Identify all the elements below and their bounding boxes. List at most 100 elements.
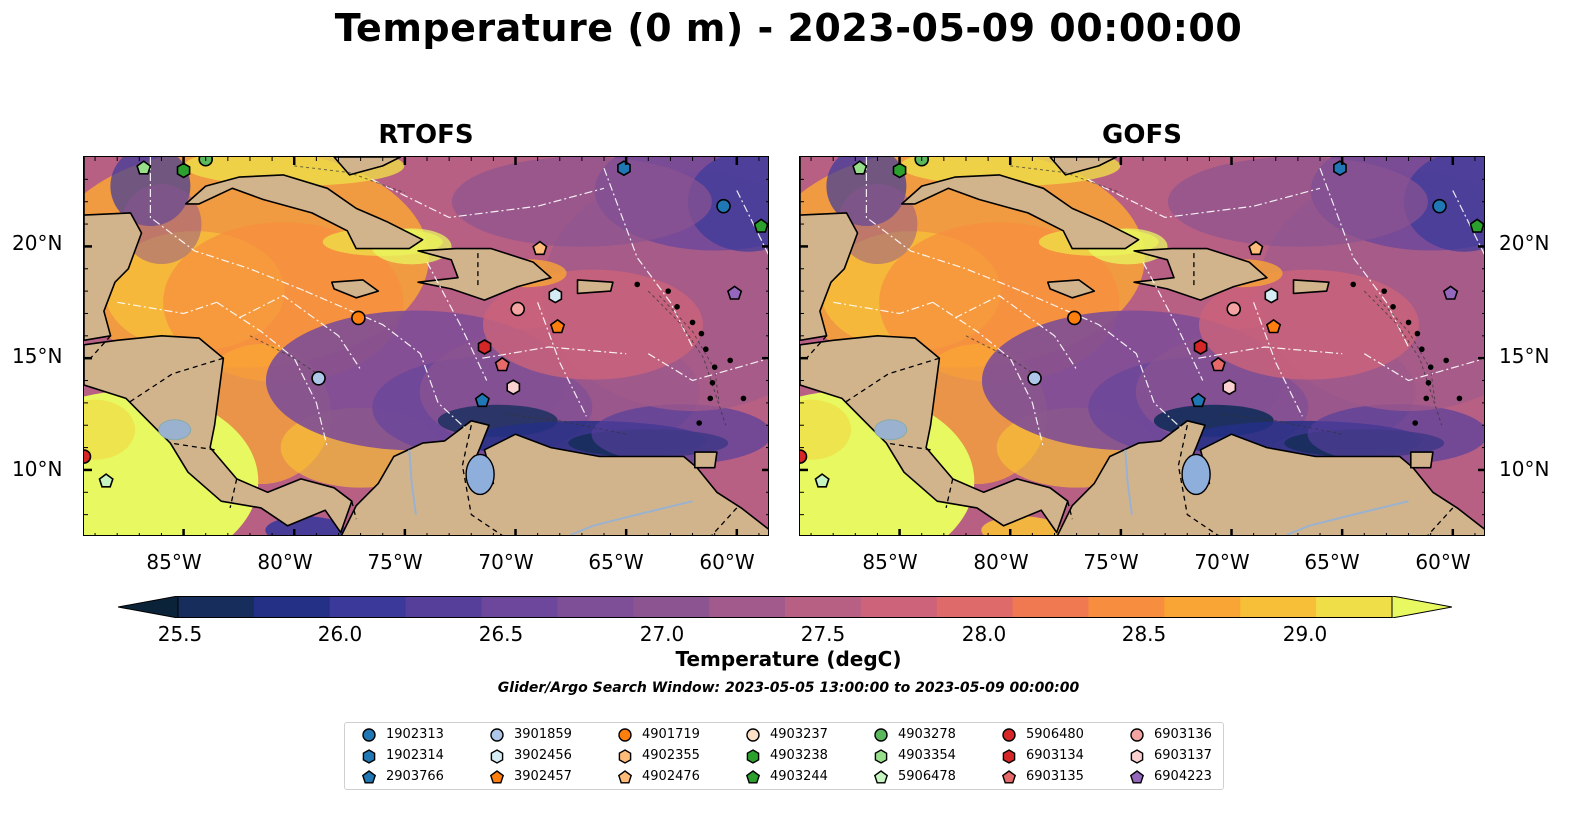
- legend-item: 4902355: [617, 746, 700, 766]
- pentagon-icon: [745, 770, 761, 784]
- land-jamaica: [331, 279, 380, 299]
- pentagon-icon: [873, 770, 889, 784]
- float-marker-4903278[interactable]: [914, 157, 930, 167]
- float-marker-4903238[interactable]: [176, 162, 191, 179]
- float-marker-3901859[interactable]: [311, 370, 326, 386]
- colorbar-outline: [177, 596, 1393, 618]
- eez-line: [371, 178, 605, 219]
- colorbar-tick: 27.5: [800, 622, 846, 646]
- legend-item: 4903354: [873, 746, 956, 766]
- float-marker-4903354[interactable]: [852, 160, 868, 175]
- float-marker-4903244[interactable]: [753, 218, 768, 233]
- float-marker-6904223[interactable]: [726, 285, 743, 300]
- small-island: [727, 357, 733, 364]
- float-marker-5906480[interactable]: [800, 449, 808, 464]
- float-marker-1902314[interactable]: [617, 160, 631, 177]
- colorbar-extend-high: [1391, 595, 1453, 619]
- small-island: [1427, 364, 1434, 370]
- float-marker-3902457[interactable]: [1265, 318, 1282, 334]
- float-marker-5906478[interactable]: [814, 473, 830, 488]
- float-marker-5906480[interactable]: [84, 449, 92, 464]
- float-marker-4901719[interactable]: [351, 310, 366, 326]
- float-marker-3902457[interactable]: [549, 318, 566, 334]
- eez-line: [1021, 290, 1182, 428]
- float-marker-6903135[interactable]: [1210, 356, 1226, 372]
- small-island: [1412, 420, 1418, 426]
- lat-label-15n-right: 15°N: [1499, 344, 1550, 368]
- float-marker-4903354[interactable]: [136, 160, 152, 175]
- river: [570, 500, 693, 535]
- pentagon-icon: [617, 770, 633, 784]
- float-marker-6904223[interactable]: [1442, 285, 1459, 300]
- land-trinidad: [1409, 451, 1434, 469]
- colorbar-tick: 28.0: [961, 622, 1007, 646]
- float-marker-2903766[interactable]: [474, 392, 490, 408]
- eez-line: [1142, 261, 1204, 381]
- lat-label-10n-right: 10°N: [1499, 457, 1550, 481]
- eez-line: [216, 301, 328, 448]
- bathymetry-line: [659, 295, 720, 403]
- land-centralam: [800, 335, 1069, 534]
- eez-line: [954, 294, 1078, 370]
- legend-label: 1902313: [386, 727, 444, 742]
- legend-label: 6904223: [1154, 769, 1212, 784]
- float-marker-5906478[interactable]: [98, 473, 114, 488]
- bathymetry-line: [249, 335, 328, 381]
- float-marker-3901859[interactable]: [1027, 370, 1042, 386]
- float-marker-3902456[interactable]: [548, 287, 563, 304]
- float-marker-6903134[interactable]: [1193, 339, 1208, 355]
- lake-maracaibo: [1181, 453, 1211, 496]
- float-marker-1902313[interactable]: [716, 198, 731, 214]
- lon-label-65w-rtofs: 65°W: [588, 550, 644, 574]
- search-window-caption: Glider/Argo Search Window: 2023-05-05 13…: [497, 680, 1080, 696]
- small-island: [740, 395, 747, 402]
- float-marker-6903134[interactable]: [477, 339, 492, 355]
- float-marker-6903137[interactable]: [506, 379, 521, 396]
- country-border: [886, 442, 931, 451]
- river: [1286, 500, 1409, 535]
- map-rtofs[interactable]: [83, 156, 769, 536]
- land-hispaniola: [417, 247, 552, 301]
- small-island: [674, 303, 680, 310]
- land-southam: [1056, 419, 1484, 535]
- float-marker-6903136[interactable]: [1226, 301, 1242, 317]
- eez-line: [305, 290, 466, 428]
- float-marker-4901719[interactable]: [1067, 310, 1082, 326]
- lon-label-65w-gofs: 65°W: [1304, 550, 1360, 574]
- map-gofs[interactable]: [799, 156, 1485, 536]
- legend-item: 1902314: [361, 746, 444, 766]
- small-island: [634, 281, 641, 288]
- legend-item: 6903137: [1129, 746, 1212, 766]
- colorbar-bin: [1164, 596, 1241, 618]
- float-marker-4903238[interactable]: [892, 162, 907, 179]
- float-marker-1902314[interactable]: [1333, 160, 1347, 177]
- river: [1124, 449, 1133, 515]
- hexagon-icon: [746, 749, 760, 764]
- float-marker-2903766[interactable]: [1190, 392, 1206, 408]
- float-marker-3902456[interactable]: [1264, 287, 1279, 304]
- float-marker-6903135[interactable]: [494, 356, 510, 372]
- land-puertorico: [1292, 279, 1330, 295]
- eez-line: [865, 157, 1022, 292]
- legend-item: 4903238: [745, 746, 828, 766]
- colorbar-bin: [1012, 596, 1089, 618]
- legend-label: 4902476: [642, 769, 700, 784]
- legend-item: 6903135: [1001, 767, 1084, 787]
- float-marker-4902476[interactable]: [1248, 240, 1264, 256]
- land-yucatan: [84, 157, 143, 342]
- legend-label: 4903237: [770, 727, 828, 742]
- float-marker-6903136[interactable]: [510, 301, 526, 317]
- float-marker-4902476[interactable]: [532, 240, 548, 256]
- figure-title: Temperature (0 m) - 2023-05-09 00:00:00: [334, 6, 1243, 50]
- legend-item: 6903136: [1129, 725, 1212, 745]
- legend-label: 3902457: [514, 769, 572, 784]
- float-marker-6903137[interactable]: [1222, 379, 1237, 396]
- float-marker-4903278[interactable]: [198, 157, 214, 167]
- legend-item: 4903244: [745, 767, 828, 787]
- colorbar-extend-low: [117, 595, 179, 619]
- legend-label: 6903134: [1026, 748, 1084, 763]
- float-marker-4903244[interactable]: [1469, 218, 1484, 233]
- float-marker-1902313[interactable]: [1432, 198, 1447, 214]
- legend-item: 6903134: [1001, 746, 1084, 766]
- land-cuba: [185, 174, 424, 250]
